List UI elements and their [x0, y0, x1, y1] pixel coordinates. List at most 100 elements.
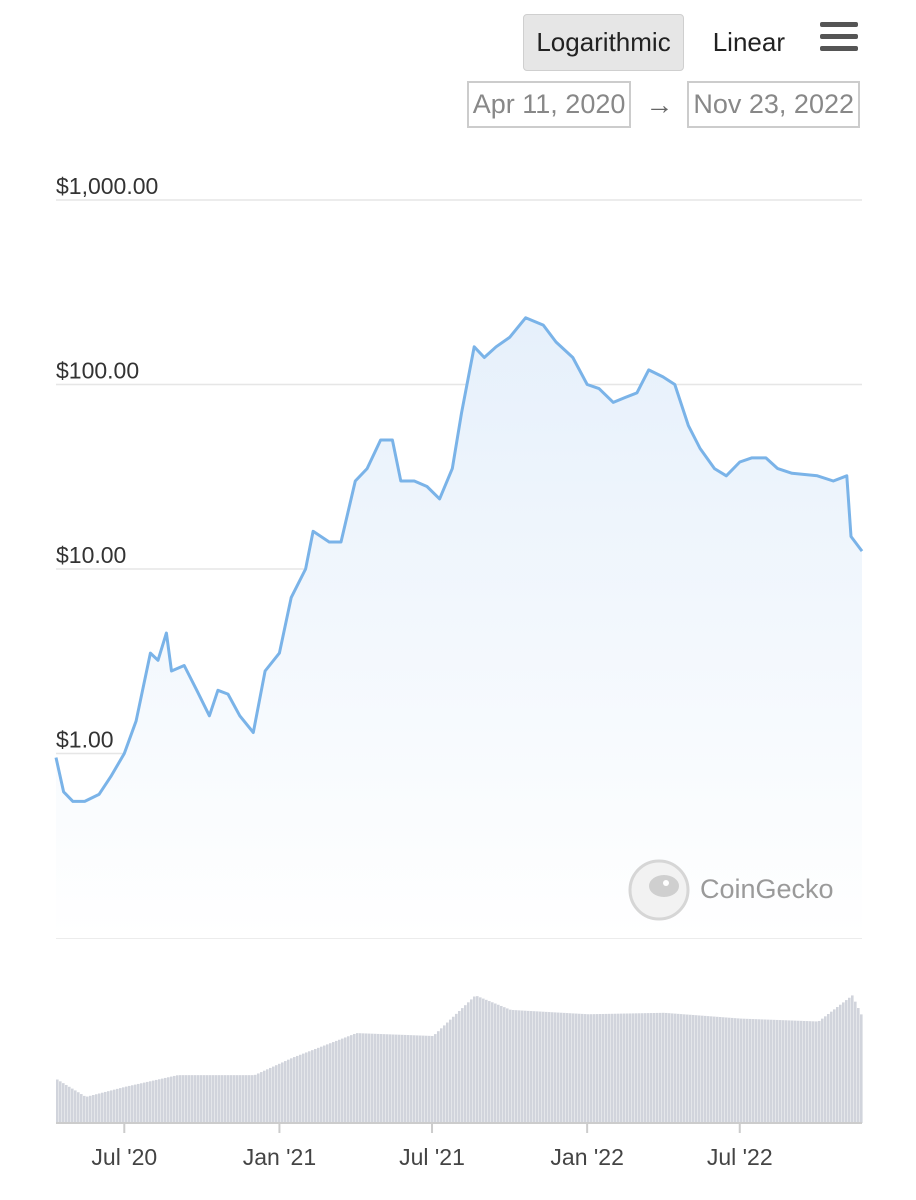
volume-bar	[692, 1014, 695, 1123]
volume-bar	[833, 1009, 836, 1123]
volume-bar	[620, 1013, 623, 1123]
volume-bar	[470, 999, 473, 1123]
volume-bar	[338, 1039, 341, 1123]
volume-bar	[725, 1017, 728, 1123]
volume-bar	[341, 1038, 344, 1123]
logarithmic-scale-button[interactable]: Logarithmic	[523, 14, 684, 71]
hamburger-menu-icon[interactable]	[820, 22, 858, 52]
volume-bars	[56, 995, 863, 1123]
volume-bar	[461, 1008, 464, 1123]
volume-bar	[113, 1089, 116, 1123]
volume-bar	[125, 1086, 128, 1123]
volume-bar	[689, 1014, 692, 1123]
volume-bar	[62, 1083, 65, 1123]
menu-bar-1	[820, 22, 858, 27]
date-from-input[interactable]: Apr 11, 2020	[466, 81, 632, 128]
volume-bar	[317, 1047, 320, 1123]
volume-bar	[659, 1012, 662, 1123]
volume-bar	[56, 1079, 59, 1123]
volume-bar	[602, 1013, 605, 1123]
volume-bar	[566, 1013, 569, 1123]
volume-bar	[386, 1034, 389, 1123]
date-range: Apr 11, 2020 → Nov 23, 2022	[466, 81, 860, 128]
volume-bar	[605, 1013, 608, 1123]
volume-bar	[140, 1083, 143, 1123]
volume-bar	[578, 1013, 581, 1123]
volume-bar	[641, 1013, 644, 1123]
volume-bar	[290, 1058, 293, 1123]
volume-bar	[818, 1020, 821, 1123]
volume-bar	[479, 997, 482, 1123]
volume-bar	[251, 1075, 254, 1123]
volume-bar	[209, 1075, 212, 1123]
volume-bar	[599, 1014, 602, 1123]
volume-bar	[167, 1077, 170, 1123]
volume-bar	[632, 1013, 635, 1123]
volume-bar	[320, 1046, 323, 1123]
price-area	[56, 317, 862, 938]
volume-bar	[593, 1014, 596, 1123]
volume-bar	[761, 1019, 764, 1123]
linear-scale-button[interactable]: Linear	[712, 27, 785, 57]
volume-bar	[68, 1086, 71, 1123]
volume-bar	[311, 1050, 314, 1123]
volume-bar	[302, 1053, 305, 1123]
volume-bar	[839, 1004, 842, 1123]
volume-bar	[506, 1008, 509, 1123]
volume-bar	[347, 1036, 350, 1123]
volume-bar	[581, 1013, 584, 1123]
gecko-head-shape	[649, 875, 679, 897]
volume-bar	[611, 1013, 614, 1123]
volume-bar	[308, 1051, 311, 1123]
volume-bar	[377, 1033, 380, 1123]
volume-bar	[131, 1085, 134, 1123]
volume-bar	[299, 1054, 302, 1123]
date-to-input[interactable]: Nov 23, 2022	[687, 81, 860, 128]
volume-bar	[314, 1048, 317, 1123]
volume-bar	[263, 1070, 266, 1123]
volume-bar	[494, 1003, 497, 1123]
volume-bar	[110, 1090, 113, 1123]
volume-bar	[374, 1033, 377, 1123]
volume-bar	[284, 1061, 287, 1123]
credit-text: CoinGecko	[700, 874, 834, 904]
volume-bar	[452, 1016, 455, 1123]
scale-toolbar: Logarithmic Linear	[523, 14, 860, 71]
volume-bar	[179, 1075, 182, 1123]
volume-bar	[323, 1045, 326, 1123]
volume-bar	[653, 1012, 656, 1123]
volume-bar	[71, 1088, 74, 1123]
volume-bar	[410, 1035, 413, 1123]
x-tick-label: Jan '22	[550, 1144, 623, 1170]
menu-bar-3	[820, 46, 858, 51]
volume-bar	[764, 1019, 767, 1123]
volume-bar	[497, 1004, 500, 1123]
volume-bar	[200, 1075, 203, 1123]
volume-bar	[260, 1072, 263, 1123]
volume-bar	[98, 1093, 101, 1123]
volume-bar	[248, 1075, 251, 1123]
volume-bar	[830, 1011, 833, 1123]
volume-bar	[584, 1014, 587, 1123]
volume-bar	[332, 1042, 335, 1123]
volume-bar	[185, 1075, 188, 1123]
volume-bar	[596, 1014, 599, 1123]
volume-bar	[443, 1025, 446, 1123]
volume-bar	[224, 1075, 227, 1123]
volume-bar	[530, 1011, 533, 1123]
volume-bar	[710, 1016, 713, 1123]
volume-bar	[626, 1013, 629, 1123]
volume-bar	[734, 1018, 737, 1123]
volume-bar	[296, 1055, 299, 1123]
volume-bar	[83, 1095, 86, 1123]
volume-bar	[806, 1021, 809, 1123]
volume-bar	[842, 1002, 845, 1123]
volume-bar	[722, 1017, 725, 1123]
x-axis-labels: Jul '20 Jan '21 Jul '21 Jan '22 Jul '22	[91, 1123, 773, 1170]
volume-bar	[776, 1019, 779, 1123]
volume-bar	[668, 1013, 671, 1123]
volume-bar	[395, 1034, 398, 1123]
y-tick-label: $100.00	[56, 358, 139, 384]
volume-bar	[464, 1005, 467, 1123]
menu-bar-2	[820, 34, 858, 39]
